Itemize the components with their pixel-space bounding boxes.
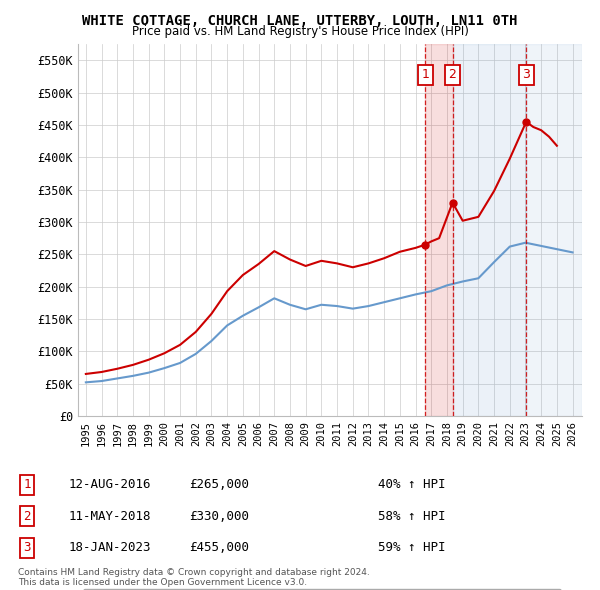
Text: 2: 2 bbox=[23, 510, 31, 523]
Text: 12-AUG-2016: 12-AUG-2016 bbox=[69, 478, 151, 491]
Text: 58% ↑ HPI: 58% ↑ HPI bbox=[378, 510, 445, 523]
Text: 1: 1 bbox=[23, 478, 31, 491]
Text: Contains HM Land Registry data © Crown copyright and database right 2024.
This d: Contains HM Land Registry data © Crown c… bbox=[18, 568, 370, 587]
Text: WHITE COTTAGE, CHURCH LANE, UTTERBY, LOUTH, LN11 0TH: WHITE COTTAGE, CHURCH LANE, UTTERBY, LOU… bbox=[82, 14, 518, 28]
Bar bbox=[425, 44, 452, 416]
Text: 11-MAY-2018: 11-MAY-2018 bbox=[69, 510, 151, 523]
Legend: WHITE COTTAGE, CHURCH LANE, UTTERBY, LOUTH, LN11 0TH (detached house), HPI: Aver: WHITE COTTAGE, CHURCH LANE, UTTERBY, LOU… bbox=[83, 589, 562, 590]
Bar bbox=[526, 44, 582, 416]
Text: 40% ↑ HPI: 40% ↑ HPI bbox=[378, 478, 445, 491]
Bar bbox=[526, 44, 582, 416]
Text: Price paid vs. HM Land Registry's House Price Index (HPI): Price paid vs. HM Land Registry's House … bbox=[131, 25, 469, 38]
Text: 3: 3 bbox=[522, 68, 530, 81]
Text: 59% ↑ HPI: 59% ↑ HPI bbox=[378, 541, 445, 554]
Text: £455,000: £455,000 bbox=[189, 541, 249, 554]
Text: 2: 2 bbox=[449, 68, 457, 81]
Text: 3: 3 bbox=[23, 541, 31, 554]
Bar bbox=[452, 44, 526, 416]
Text: 18-JAN-2023: 18-JAN-2023 bbox=[69, 541, 151, 554]
Text: £265,000: £265,000 bbox=[189, 478, 249, 491]
Text: £330,000: £330,000 bbox=[189, 510, 249, 523]
Text: 1: 1 bbox=[421, 68, 429, 81]
